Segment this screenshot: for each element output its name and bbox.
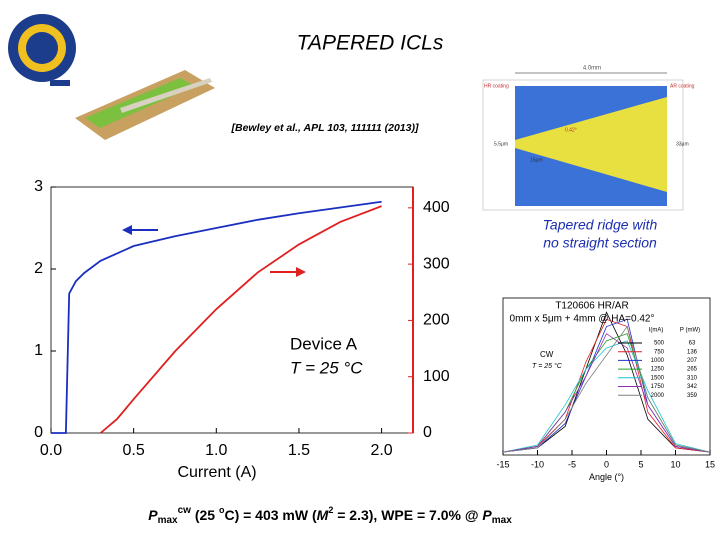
- x-tick-label: 10: [670, 459, 680, 469]
- power-value: 207: [687, 358, 698, 364]
- legend-label: 1250: [651, 367, 665, 373]
- power-value: 342: [687, 384, 698, 390]
- x-tick-label: 0.5: [123, 442, 145, 459]
- annotation: T = 25 °C: [532, 362, 563, 370]
- power-value: 63: [689, 341, 696, 347]
- annotation: T = 25 °C: [290, 358, 363, 377]
- x-tick-label: 15: [705, 459, 715, 469]
- series-line: [502, 318, 711, 453]
- y-tick-label: 2: [34, 260, 43, 277]
- annotation: CW: [540, 350, 554, 359]
- x-tick-label: 5: [638, 459, 643, 469]
- schematic-label: HR coating: [484, 83, 509, 89]
- power-value: 359: [687, 393, 698, 399]
- power-value: 310: [687, 375, 698, 381]
- x-tick-label: 1.0: [205, 442, 227, 459]
- x-tick-label: -15: [496, 459, 509, 469]
- schematic-label: 5.5μm: [494, 141, 508, 147]
- legend-header: I(mA): [649, 328, 664, 334]
- y-tick-label: 0: [34, 424, 43, 441]
- x-tick-label: 0: [604, 459, 609, 469]
- annotation: Device A: [290, 334, 358, 353]
- schematic-label: AR coating: [670, 83, 695, 89]
- series-line: [502, 318, 711, 453]
- x-axis-label: Angle (°): [589, 472, 624, 482]
- y2-tick-label: 400: [423, 199, 450, 216]
- series-line: [51, 200, 382, 434]
- schematic-label: 15μm: [530, 157, 543, 163]
- legend-label: 1750: [651, 384, 665, 390]
- y2-tick-label: 100: [423, 368, 450, 385]
- y-tick-label: 1: [34, 342, 43, 359]
- y2-tick-label: 0: [423, 424, 432, 441]
- y2-tick-label: 300: [423, 255, 450, 272]
- plot-frame: [50, 186, 414, 434]
- device-photo: [75, 70, 215, 140]
- y2-tick-label: 200: [423, 312, 450, 329]
- x-axis-label: Current (A): [177, 464, 256, 481]
- legend-label: 750: [654, 349, 665, 355]
- citation: [Bewley et al., APL 103, 111111 (2013)]: [231, 122, 419, 134]
- inset-title: T120606 HR/AR: [555, 301, 628, 312]
- series-line: [502, 311, 711, 453]
- legend-header: P (mW): [680, 328, 700, 334]
- series-line: [502, 333, 711, 453]
- taper-schematic: [482, 72, 684, 211]
- power-value: 265: [687, 367, 698, 373]
- inset-subtitle: 0mm x 5μm + 4mm @ HA=0.42°: [510, 314, 655, 325]
- legend-label: 500: [654, 341, 665, 347]
- legend-label: 1500: [651, 375, 665, 381]
- x-tick-label: -5: [568, 459, 576, 469]
- schematic-label: 33μm: [676, 141, 689, 147]
- taper-caption: no straight section: [543, 235, 657, 251]
- x-tick-label: 1.5: [288, 442, 310, 459]
- x-tick-label: 2.0: [370, 442, 392, 459]
- taper-caption: Tapered ridge with: [543, 217, 658, 233]
- power-value: 136: [687, 349, 698, 355]
- legend-label: 1000: [651, 358, 665, 364]
- x-tick-label: -10: [531, 459, 544, 469]
- series-line: [502, 340, 711, 453]
- schematic-label: 4.0mm: [583, 66, 601, 72]
- arrow: [122, 225, 306, 277]
- series-line: [100, 205, 382, 434]
- series-line: [502, 325, 711, 453]
- series-line: [502, 333, 711, 453]
- schematic-label: 0.42°: [565, 127, 577, 133]
- legend-label: 2000: [651, 393, 665, 399]
- summary: Pmaxcw (25 oC) = 403 mW (M2 = 2.3), WPE …: [148, 505, 512, 526]
- y-tick-label: 3: [34, 178, 43, 195]
- logo: [8, 14, 76, 86]
- slide-title: TAPERED ICLs: [297, 32, 444, 55]
- x-tick-label: 0.0: [40, 442, 62, 459]
